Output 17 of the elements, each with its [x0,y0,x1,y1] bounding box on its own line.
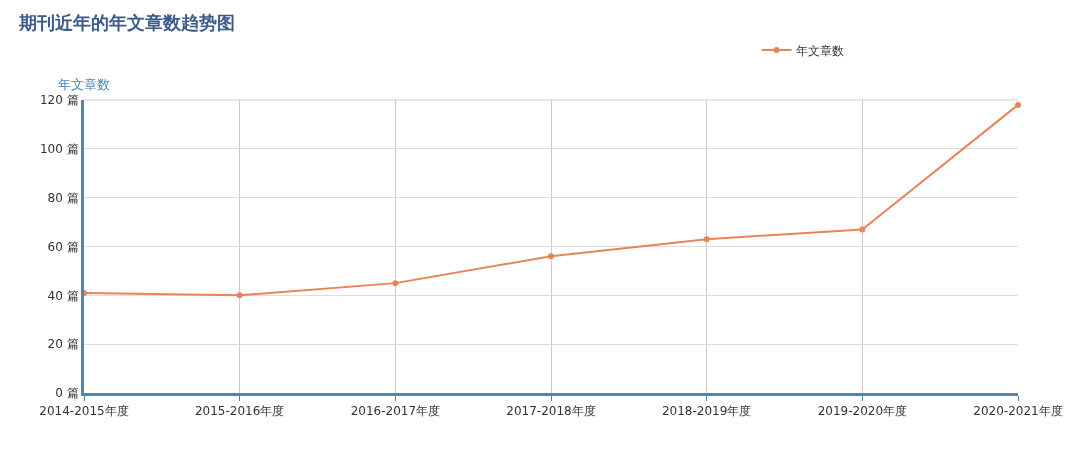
y-tick-label: 100 篇 [39,142,79,157]
x-tick-label: 2014-2015年度 [39,404,129,419]
x-tick-label: 2015-2016年度 [194,404,285,419]
legend-label: 年文章数 [796,43,845,58]
chart-title: 期刊近年的年文章数趋势图 [18,11,236,33]
y-tick-label: 60 篇 [47,239,79,254]
x-tick-label: 2018-2019年度 [661,404,752,419]
y-tick-label: 0 篇 [55,386,79,401]
y-tick-label: 120 篇 [39,93,79,108]
y-axis-title: 年文章数 [58,77,110,92]
x-tick-label: 2016-2017年度 [350,404,441,419]
y-tick-label: 40 篇 [47,288,79,303]
y-tick-label: 80 篇 [47,190,79,205]
y-tick-label: 20 篇 [47,337,79,352]
x-tick-label: 2017-2018年度 [506,404,596,419]
x-tick-label: 2020-2021年度 [973,404,1063,419]
x-tick-label: 2019-2020年度 [817,404,908,419]
